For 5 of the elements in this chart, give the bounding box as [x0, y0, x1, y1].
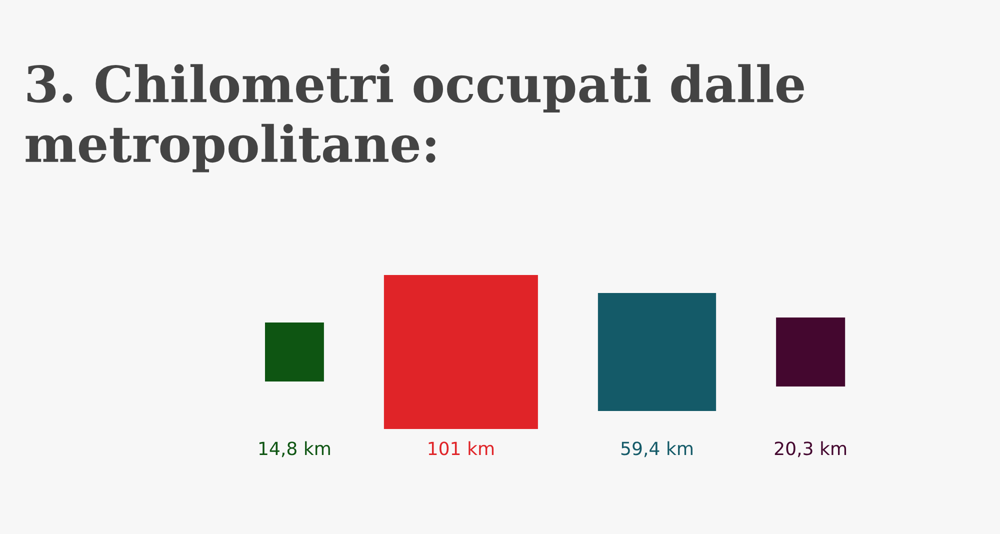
text: 3. Chilometri occupati dalle metropolitane: — [26, 64, 804, 172]
data-label: 20,3 km — [774, 441, 846, 458]
data-label: 101 km — [428, 441, 494, 456]
data-label: 59,4 km — [621, 441, 692, 458]
data-label: 14,8 km — [259, 441, 330, 458]
